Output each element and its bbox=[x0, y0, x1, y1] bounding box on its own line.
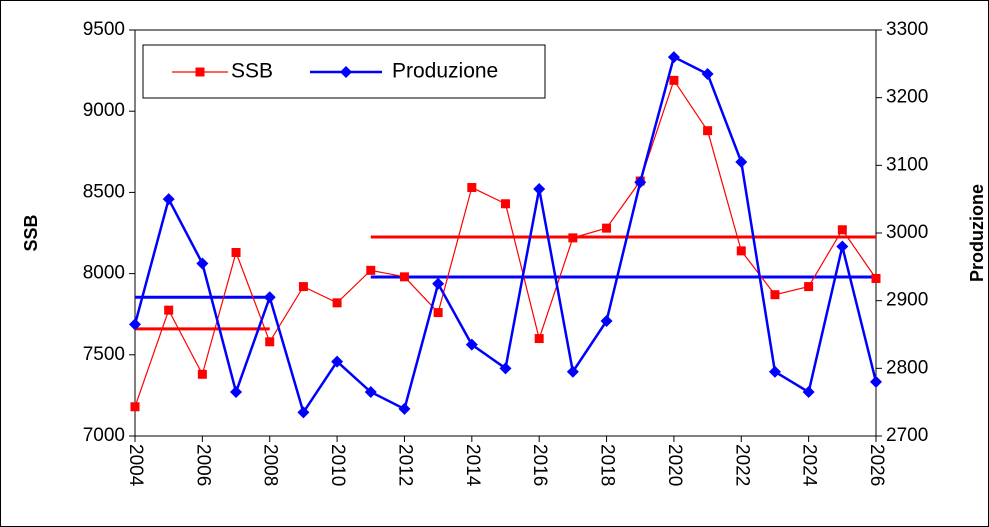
x-tick-label: 2014 bbox=[462, 444, 483, 487]
data-point bbox=[331, 355, 344, 368]
data-point bbox=[164, 305, 174, 315]
data-point bbox=[667, 51, 680, 64]
x-tick-label: 2024 bbox=[799, 444, 820, 487]
x-tick-label: 2020 bbox=[664, 444, 685, 486]
y-tick-label: 9000 bbox=[83, 100, 125, 121]
data-point bbox=[162, 193, 175, 206]
data-point bbox=[804, 282, 814, 292]
data-point bbox=[770, 290, 780, 300]
data-point bbox=[534, 334, 544, 344]
data-point bbox=[634, 176, 647, 189]
legend-label: SSB bbox=[231, 60, 273, 83]
x-tick-label: 2008 bbox=[260, 444, 281, 486]
y-tick-label: 7500 bbox=[83, 344, 125, 365]
data-point bbox=[265, 337, 275, 347]
data-point bbox=[197, 369, 207, 379]
x-tick-label: 2006 bbox=[192, 444, 213, 486]
data-point bbox=[263, 291, 276, 304]
data-point bbox=[298, 282, 308, 292]
x-tick-label: 2010 bbox=[327, 444, 348, 486]
data-point bbox=[398, 402, 411, 415]
data-point bbox=[871, 273, 881, 283]
x-tick-label: 2016 bbox=[529, 444, 550, 486]
x-tick-label: 2012 bbox=[394, 444, 415, 486]
y2-tick-label: 3200 bbox=[886, 87, 928, 108]
data-point bbox=[768, 365, 781, 378]
y2-tick-label: 2900 bbox=[886, 290, 928, 311]
y2-tick-label: 3300 bbox=[886, 19, 928, 40]
data-point bbox=[736, 246, 746, 256]
data-point bbox=[231, 247, 241, 257]
data-point bbox=[802, 386, 815, 399]
data-point bbox=[837, 225, 847, 235]
y2-tick-label: 2700 bbox=[886, 425, 928, 446]
legend-marker bbox=[340, 66, 352, 78]
data-point bbox=[230, 386, 243, 399]
data-point bbox=[870, 375, 882, 388]
data-point bbox=[366, 265, 376, 275]
data-point bbox=[602, 223, 612, 233]
data-point bbox=[499, 362, 512, 375]
data-point bbox=[467, 183, 477, 193]
data-point bbox=[533, 183, 546, 196]
data-point bbox=[566, 365, 579, 378]
data-point bbox=[432, 277, 445, 290]
y-tick-label: 7000 bbox=[83, 425, 125, 446]
data-point bbox=[735, 155, 748, 168]
y2-tick-label: 2800 bbox=[886, 357, 928, 378]
y2-tick-label: 3100 bbox=[886, 154, 928, 175]
data-point bbox=[433, 308, 443, 318]
x-tick-label: 2004 bbox=[125, 444, 146, 487]
legend-label: Produzione bbox=[392, 60, 498, 83]
legend-marker bbox=[195, 67, 205, 77]
data-point bbox=[501, 199, 510, 209]
x-tick-label: 2026 bbox=[866, 444, 887, 486]
data-point bbox=[130, 402, 140, 412]
data-point bbox=[669, 75, 679, 85]
data-point bbox=[703, 126, 713, 136]
x-tick-label: 2018 bbox=[597, 444, 618, 486]
data-point bbox=[465, 338, 478, 351]
data-point bbox=[836, 240, 849, 253]
y-tick-label: 8500 bbox=[83, 181, 125, 202]
data-point bbox=[568, 233, 578, 243]
data-point bbox=[701, 67, 714, 80]
data-point bbox=[129, 318, 141, 331]
y-axis-title: SSB bbox=[21, 214, 41, 251]
data-point bbox=[297, 406, 310, 419]
data-point bbox=[332, 298, 342, 308]
data-point bbox=[364, 386, 377, 399]
data-point bbox=[600, 314, 613, 327]
y-tick-label: 8000 bbox=[83, 263, 125, 284]
data-point bbox=[196, 257, 209, 270]
y2-tick-label: 3000 bbox=[886, 222, 928, 243]
x-tick-label: 2022 bbox=[731, 444, 752, 486]
data-point bbox=[399, 272, 409, 282]
y2-axis-title: Produzione bbox=[967, 184, 987, 282]
y-tick-label: 9500 bbox=[83, 19, 125, 40]
